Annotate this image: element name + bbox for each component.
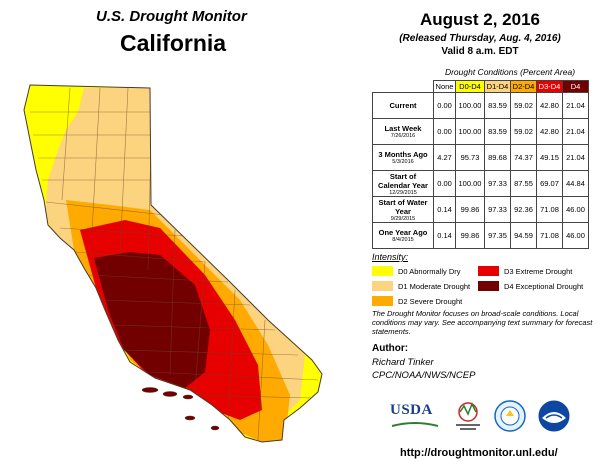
author-name: Richard Tinker [372,357,434,368]
table-cell: 99.86 [455,196,485,223]
table-cell: 49.15 [536,144,563,171]
table-cell: 46.00 [562,222,589,249]
table-row: Start of Water Year 9/29/2015 0.14 99.86 … [372,196,589,223]
legend-swatch [372,296,393,306]
table-cell: 89.68 [484,144,511,171]
table-row: Start of Calendar Year 12/29/2015 0.00 10… [372,170,589,197]
col-header-d4: D4 [562,80,589,93]
legend-item-d3: D3 Extreme Drought [478,266,572,276]
table-cell: 83.59 [484,92,511,119]
legend-label: D0 Abnormally Dry [398,266,461,276]
map-date: August 2, 2016 [420,10,540,29]
legend-label: D2 Severe Drought [398,296,463,306]
website-link[interactable]: http://droughtmonitor.unl.edu/ [400,447,558,459]
table-cell: 99.86 [455,222,485,249]
table-cell: 42.80 [536,118,563,145]
legend-swatch [372,266,393,276]
legend-label: D4 Exceptional Drought [504,281,584,291]
col-header-d2-d4: D2-D4 [510,80,537,93]
monitor-title: U.S. Drought Monitor [96,8,247,25]
table-cell: 100.00 [455,170,485,197]
table-cell: 21.04 [562,92,589,119]
legend-swatch [478,266,499,276]
table-cell: 0.14 [433,222,456,249]
legend-label: D1 Moderate Drought [398,281,471,291]
drought-conditions-table: None D0-D4 D1-D4 D2-D4 D3-D4 D4 Current … [372,80,589,249]
table-caption: Drought Conditions (Percent Area) [444,67,576,77]
table-cell: 71.08 [536,222,563,249]
usda-logo-swoosh [391,422,439,427]
table-cell: 59.02 [510,92,537,119]
table-cell: 4.27 [433,144,456,171]
table-row: Last Week 7/26/2016 0.00 100.00 83.59 59.… [372,118,589,145]
row-label: Start of Water Year 9/29/2015 [372,196,434,223]
table-cell: 59.02 [510,118,537,145]
table-row: One Year Ago 8/4/2015 0.14 99.86 97.35 94… [372,222,589,249]
author-heading: Author: [372,343,409,354]
california-drought-map [23,84,323,443]
legend-swatch [478,281,499,291]
row-label: Last Week 7/26/2016 [372,118,434,145]
release-date: (Released Thursday, Aug. 4, 2016) [399,33,561,44]
legend-swatch [372,281,393,291]
table-cell: 21.04 [562,118,589,145]
legend-item-d1: D1 Moderate Drought [372,281,470,291]
row-label: 3 Months Ago 5/3/2016 [372,144,434,171]
table-cell: 0.00 [433,92,456,119]
legend-item-d2: D2 Severe Drought [372,296,462,306]
table-row: Current 0.00 100.00 83.59 59.02 42.80 21… [372,92,589,119]
table-cell: 42.80 [536,92,563,119]
table-cell: 97.33 [484,196,511,223]
table-corner [373,81,434,93]
state-name: California [120,30,227,56]
table-cell: 0.00 [433,170,456,197]
table-cell: 100.00 [455,92,485,119]
table-cell: 97.33 [484,170,511,197]
d4-exceptional-drought-region [94,252,210,388]
valid-time: Valid 8 a.m. EDT [441,46,519,57]
col-header-none: None [433,80,456,93]
table-cell: 74.37 [510,144,537,171]
row-label: One Year Ago 8/4/2015 [372,222,434,249]
col-header-d0-d4: D0-D4 [455,80,485,93]
channel-islands [141,387,220,431]
commerce-seal-logo[interactable] [494,400,526,432]
noaa-logo[interactable] [538,400,570,432]
col-header-d3-d4: D3-D4 [536,80,563,93]
usda-logo[interactable]: USDA [390,402,433,418]
disclaimer-text: The Drought Monitor focuses on broad-sca… [372,309,593,336]
row-label: Current [372,92,434,119]
table-cell: 21.04 [562,144,589,171]
legend-item-d4: D4 Exceptional Drought [478,281,583,291]
ndmc-logo[interactable] [452,400,484,434]
table-cell: 100.00 [455,118,485,145]
table-cell: 87.55 [510,170,537,197]
legend-item-d0: D0 Abnormally Dry [372,266,461,276]
table-cell: 83.59 [484,118,511,145]
table-cell: 46.00 [562,196,589,223]
row-label: Start of Calendar Year 12/29/2015 [372,170,434,197]
table-cell: 71.08 [536,196,563,223]
table-cell: 44.84 [562,170,589,197]
author-affiliation: CPC/NOAA/NWS/NCEP [372,370,476,381]
table-cell: 95.73 [455,144,485,171]
legend-label: D3 Extreme Drought [504,266,573,276]
table-cell: 0.00 [433,118,456,145]
table-cell: 92.36 [510,196,537,223]
table-cell: 97.35 [484,222,511,249]
table-row: 3 Months Ago 5/3/2016 4.27 95.73 89.68 74… [372,144,589,171]
table-cell: 94.59 [510,222,537,249]
table-cell: 0.14 [433,196,456,223]
legend-title: Intensity: [372,252,409,262]
table-cell: 69.07 [536,170,563,197]
col-header-d1-d4: D1-D4 [484,80,511,93]
